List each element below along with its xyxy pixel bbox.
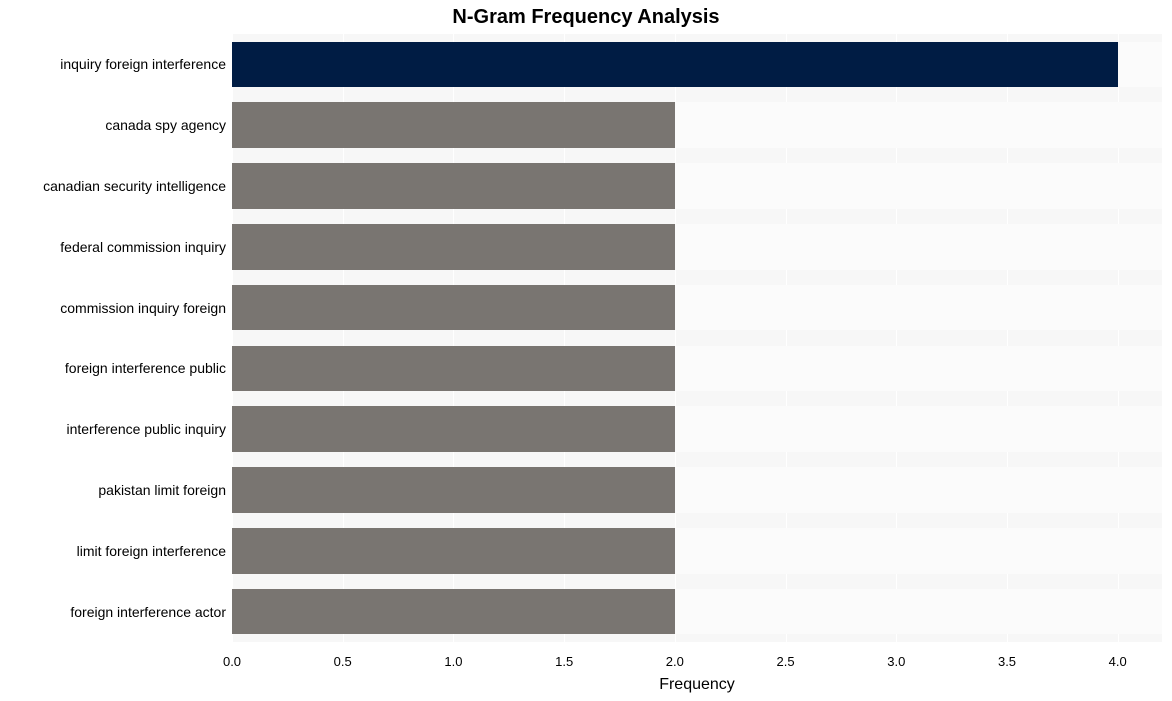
bar-row xyxy=(232,224,1162,270)
x-tick-label: 1.5 xyxy=(555,654,573,669)
bar xyxy=(232,346,675,392)
bar xyxy=(232,102,675,148)
y-tick-label: canadian security intelligence xyxy=(43,178,226,194)
bar xyxy=(232,42,1118,88)
bar xyxy=(232,163,675,209)
bar-row xyxy=(232,42,1162,88)
bar-row xyxy=(232,467,1162,513)
bar-row xyxy=(232,528,1162,574)
bar-row xyxy=(232,285,1162,331)
bar-row xyxy=(232,406,1162,452)
bar-row xyxy=(232,589,1162,635)
bar-row xyxy=(232,346,1162,392)
y-tick-label: foreign interference actor xyxy=(70,604,226,620)
plot-area xyxy=(232,34,1162,642)
bar xyxy=(232,285,675,331)
x-tick-label: 4.0 xyxy=(1109,654,1127,669)
x-tick-label: 2.0 xyxy=(666,654,684,669)
bar-row xyxy=(232,163,1162,209)
x-tick-label: 3.0 xyxy=(887,654,905,669)
x-tick-label: 3.5 xyxy=(998,654,1016,669)
x-tick-label: 2.5 xyxy=(777,654,795,669)
bar-row xyxy=(232,102,1162,148)
x-tick-label: 1.0 xyxy=(444,654,462,669)
bar xyxy=(232,467,675,513)
y-tick-label: inquiry foreign interference xyxy=(60,56,226,72)
bar xyxy=(232,528,675,574)
chart-title: N-Gram Frequency Analysis xyxy=(0,6,1172,29)
y-tick-label: interference public inquiry xyxy=(66,421,226,437)
bar xyxy=(232,589,675,635)
bar xyxy=(232,406,675,452)
y-tick-label: commission inquiry foreign xyxy=(60,300,226,316)
ngram-frequency-chart: N-Gram Frequency Analysis inquiry foreig… xyxy=(0,0,1172,701)
y-tick-label: limit foreign interference xyxy=(77,543,226,559)
y-tick-label: federal commission inquiry xyxy=(60,239,226,255)
x-tick-label: 0.0 xyxy=(223,654,241,669)
y-tick-label: canada spy agency xyxy=(105,117,226,133)
x-axis-title: Frequency xyxy=(232,676,1162,694)
y-tick-label: foreign interference public xyxy=(65,360,226,376)
bar xyxy=(232,224,675,270)
y-tick-label: pakistan limit foreign xyxy=(98,482,226,498)
x-tick-label: 0.5 xyxy=(334,654,352,669)
